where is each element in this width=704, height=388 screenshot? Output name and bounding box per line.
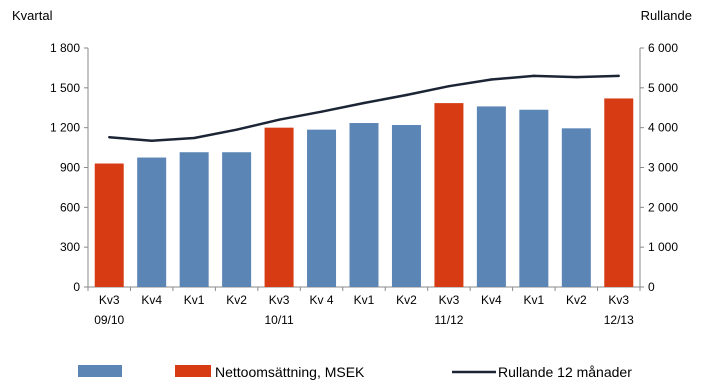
bar — [391, 125, 421, 287]
category-labels: Kv3 09/10 Kv4 Kv1 Kv2 Kv3 10/11 Kv 4 Kv1 Kv2 Kv3 11… — [94, 293, 634, 327]
bar — [604, 98, 634, 287]
line-point — [447, 85, 451, 88]
right-axis-title: Rullande — [641, 8, 692, 23]
line-point — [575, 75, 578, 79]
bar — [222, 152, 252, 287]
line-point — [617, 74, 620, 78]
category-year-label: 12/13 — [604, 313, 634, 327]
bar — [94, 163, 124, 287]
category-label: Kv 4 — [310, 293, 334, 307]
line-point — [108, 136, 111, 139]
category-label: Kv3 — [608, 293, 629, 307]
right-tick-label: 4 000 — [648, 121, 678, 135]
line-point — [192, 136, 196, 140]
category-year-label: 11/12 — [434, 313, 463, 327]
left-tick-label: 300 — [60, 240, 80, 254]
category-year-label: 10/11 — [265, 313, 294, 327]
category-label: Kv1 — [524, 293, 545, 307]
left-tick-label: 600 — [60, 200, 80, 214]
category-year-label: 09/10 — [94, 313, 124, 327]
bar — [307, 129, 337, 287]
line-point — [320, 110, 323, 113]
line-point — [235, 128, 238, 131]
left-tick-label: 1 500 — [50, 81, 80, 95]
bar — [561, 128, 591, 287]
left-tick-label: 900 — [60, 161, 80, 175]
bar — [264, 127, 294, 288]
bar-series — [94, 98, 634, 288]
bar — [434, 103, 464, 287]
line-point — [490, 78, 493, 81]
category-label: Kv4 — [141, 293, 162, 307]
line-series — [108, 74, 620, 143]
line-point — [277, 118, 281, 121]
left-tick-label: 1 200 — [50, 121, 80, 135]
legend-label-rolling: Rullande 12 månader — [498, 364, 632, 380]
legend: Nettoomsättning, MSEK Rullande 12 månader — [78, 364, 632, 380]
line-point — [532, 74, 536, 78]
right-tick-label: 2 000 — [648, 200, 678, 214]
right-tick-label: 6 000 — [648, 41, 678, 55]
tick-labels: 0 0 300 1 000 600 2 000 900 3 000 1 200 4 000 1 50… — [50, 41, 678, 294]
bar — [476, 106, 506, 287]
bar — [137, 157, 167, 287]
category-label: Kv1 — [184, 293, 205, 307]
line-point — [362, 101, 366, 105]
line-point — [405, 93, 408, 97]
right-tick-label: 3 000 — [648, 161, 678, 175]
category-label: Kv3 — [269, 293, 290, 307]
right-tick-label: 0 — [648, 280, 655, 294]
left-tick-label: 1 800 — [50, 41, 80, 55]
category-label: Kv3 — [99, 293, 120, 307]
legend-swatch-blue — [78, 365, 122, 377]
category-label: Kv3 — [439, 293, 460, 307]
legend-swatch-red — [175, 365, 211, 377]
right-tick-label: 5 000 — [648, 81, 678, 95]
category-label: Kv2 — [566, 293, 587, 307]
bar — [349, 123, 379, 288]
line-point — [150, 139, 153, 143]
bar — [179, 152, 209, 287]
category-label: Kv2 — [396, 293, 417, 307]
legend-label-net-sales: Nettoomsättning, MSEK — [215, 364, 365, 380]
category-label: Kv2 — [226, 293, 247, 307]
right-tick-label: 1 000 — [648, 240, 678, 254]
left-tick-label: 0 — [73, 280, 80, 294]
left-axis-title: Kvartal — [12, 8, 53, 23]
bar — [519, 109, 549, 287]
category-label: Kv4 — [481, 293, 502, 307]
category-label: Kv1 — [354, 293, 375, 307]
